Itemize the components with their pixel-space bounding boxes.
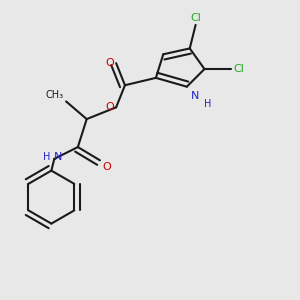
Text: Cl: Cl (190, 13, 201, 22)
Text: H: H (43, 152, 50, 162)
Text: CH₃: CH₃ (46, 90, 64, 100)
Text: N: N (54, 152, 63, 162)
Text: O: O (105, 102, 114, 112)
Text: O: O (105, 58, 114, 68)
Text: Cl: Cl (233, 64, 244, 74)
Text: H: H (204, 99, 211, 109)
Text: O: O (102, 162, 111, 172)
Text: N: N (191, 91, 200, 101)
